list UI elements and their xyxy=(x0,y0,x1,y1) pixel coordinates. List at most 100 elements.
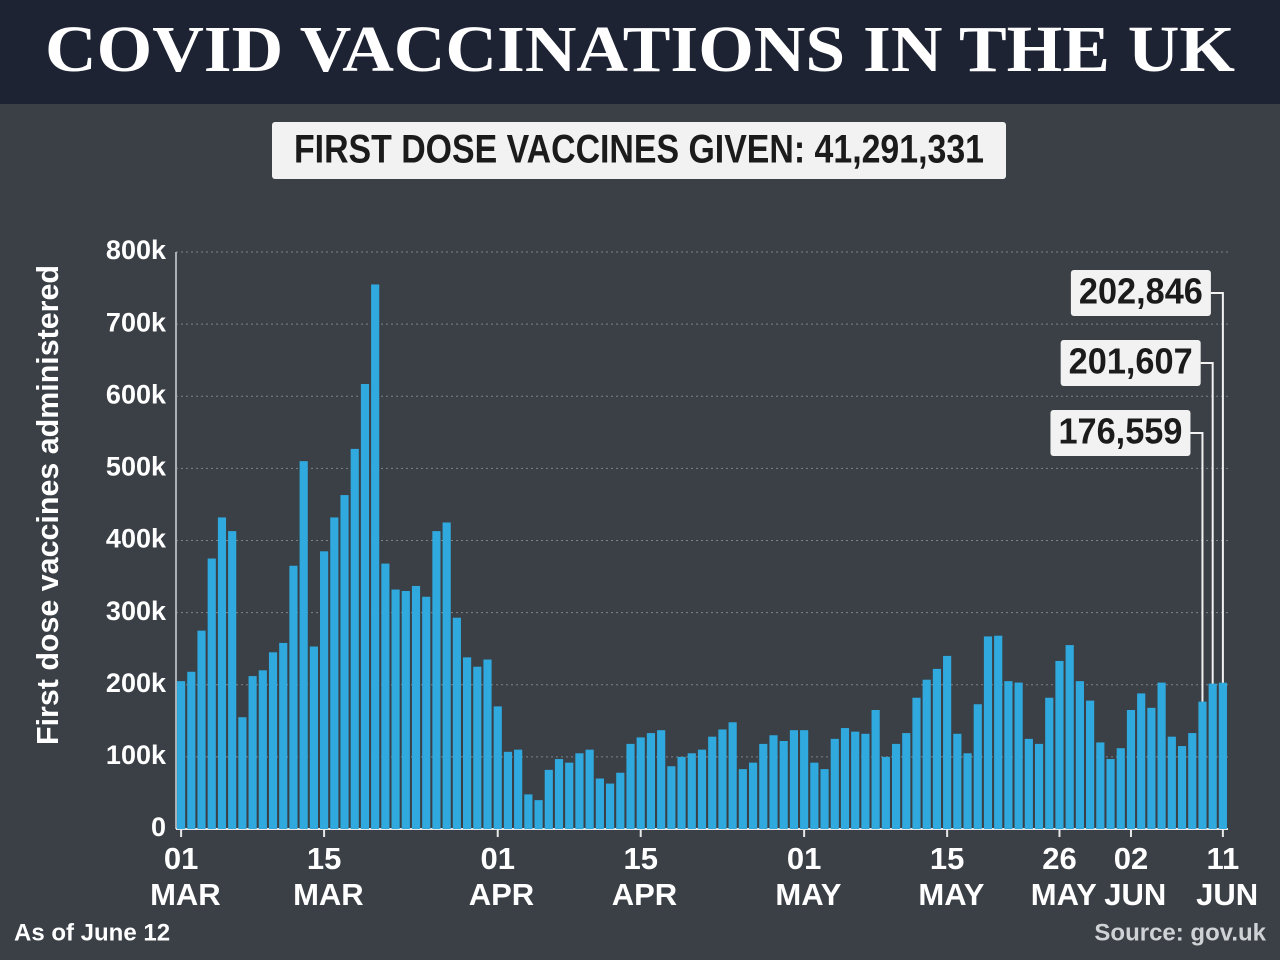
x-tick-label: 26 MAY xyxy=(1022,841,1097,912)
bar xyxy=(503,751,513,829)
bar xyxy=(268,652,278,829)
bar xyxy=(840,728,850,829)
bar xyxy=(1157,682,1166,829)
bar xyxy=(718,729,727,829)
bar xyxy=(1198,701,1207,829)
bar xyxy=(1137,693,1146,829)
bar xyxy=(595,778,604,829)
y-tick-label: 300k xyxy=(106,596,167,626)
header-band xyxy=(0,0,1280,104)
bar xyxy=(748,762,758,829)
bar xyxy=(228,531,237,829)
bar xyxy=(902,733,911,829)
bar xyxy=(401,590,410,829)
bar xyxy=(320,551,329,829)
x-tick-label: 15 MAR xyxy=(284,841,363,912)
bar xyxy=(1116,748,1125,829)
bar xyxy=(1014,682,1023,829)
bar xyxy=(636,737,645,829)
bar xyxy=(207,558,216,829)
y-tick-label: 100k xyxy=(106,740,167,770)
bar xyxy=(534,800,543,829)
bar xyxy=(871,709,880,829)
callout-line xyxy=(1200,362,1214,684)
bar xyxy=(524,794,533,829)
bar xyxy=(1004,681,1013,829)
bar xyxy=(483,659,492,829)
bar xyxy=(1106,759,1115,829)
callout-line xyxy=(1210,292,1224,683)
x-tick-label: 15 MAY xyxy=(910,841,985,912)
bar xyxy=(820,769,829,829)
bar xyxy=(1045,697,1054,829)
bar xyxy=(350,448,359,829)
bar xyxy=(411,585,421,829)
bar xyxy=(381,563,390,829)
bar xyxy=(922,679,931,829)
bar xyxy=(646,733,656,829)
bar xyxy=(983,636,993,829)
y-axis-label: First dose vaccines administered xyxy=(30,265,65,745)
bar xyxy=(687,753,696,829)
data-label: 201,607 xyxy=(1069,341,1193,382)
bar xyxy=(575,753,584,829)
bar xyxy=(1188,733,1197,829)
bar xyxy=(493,706,502,829)
bar xyxy=(953,733,962,829)
x-tick-label: 15 APR xyxy=(604,841,677,912)
bar xyxy=(667,766,676,829)
bar xyxy=(1177,746,1187,829)
bar xyxy=(800,730,809,829)
y-tick-label: 800k xyxy=(106,235,167,265)
bar xyxy=(554,759,564,829)
bar xyxy=(963,753,972,829)
bar xyxy=(452,617,461,829)
y-tick-label: 700k xyxy=(106,307,167,337)
bar xyxy=(769,735,778,829)
callout-line xyxy=(1190,432,1204,702)
bar xyxy=(1096,742,1105,829)
bar xyxy=(616,772,625,829)
bar xyxy=(514,749,523,829)
chart-title: COVID VACCINATIONS IN THE UK xyxy=(45,13,1235,86)
bar xyxy=(473,666,482,829)
y-tick-label: 200k xyxy=(106,668,167,698)
bar xyxy=(340,495,349,829)
bar xyxy=(779,741,788,829)
bar xyxy=(881,756,890,829)
bar xyxy=(391,589,400,829)
bar xyxy=(258,670,267,829)
bar xyxy=(1208,683,1217,829)
y-tick-label: 500k xyxy=(106,452,167,482)
data-label: 176,559 xyxy=(1058,411,1182,452)
bar xyxy=(177,681,186,829)
bar xyxy=(1218,682,1227,829)
data-label: 202,846 xyxy=(1079,271,1203,312)
bar xyxy=(360,383,370,829)
bar xyxy=(432,531,441,829)
bar xyxy=(1167,736,1176,829)
y-tick-label: 0 xyxy=(151,812,166,842)
bar xyxy=(1147,707,1156,829)
bar xyxy=(442,522,451,829)
bar xyxy=(932,668,941,829)
callout-box xyxy=(1070,270,1211,316)
bar xyxy=(299,461,308,829)
x-tick-label: 01 MAR xyxy=(141,841,220,912)
bar xyxy=(1086,700,1095,829)
bar xyxy=(463,657,472,829)
bar xyxy=(248,676,257,829)
y-tick-label: 400k xyxy=(106,524,167,554)
bar xyxy=(728,722,737,829)
bar xyxy=(738,769,747,829)
bar xyxy=(861,733,870,829)
bar xyxy=(1075,681,1084,829)
bar xyxy=(789,730,799,829)
bar xyxy=(585,749,594,829)
bar xyxy=(810,762,819,829)
bar xyxy=(626,743,635,829)
footnote: As of June 12 xyxy=(14,919,170,946)
bar xyxy=(1024,738,1033,829)
bar xyxy=(1055,660,1064,829)
